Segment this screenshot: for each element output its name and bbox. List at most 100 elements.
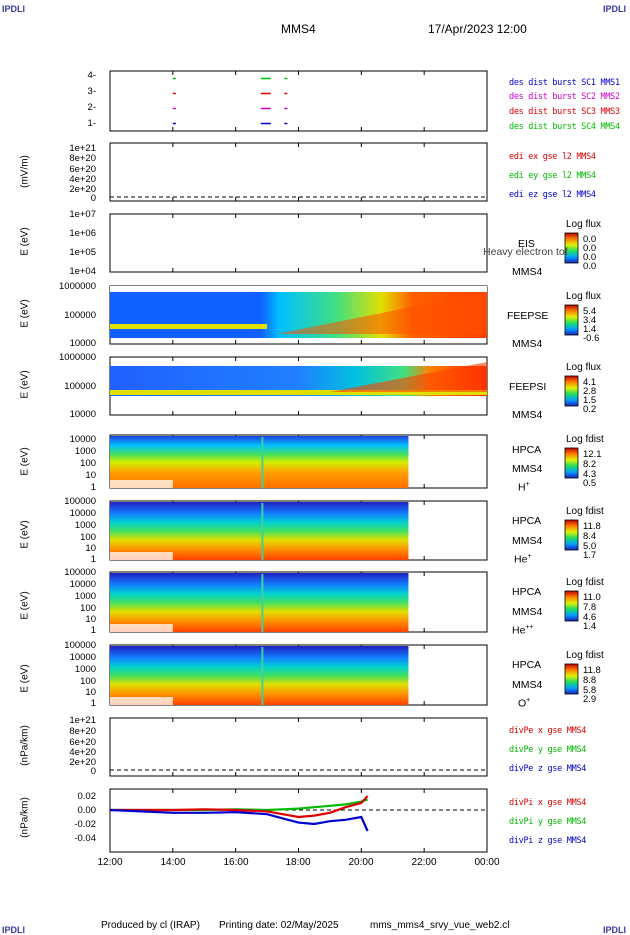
panel-frame [109,717,488,777]
spectrogram-feature [276,292,487,334]
y-tick: 10000 [69,338,96,349]
spectrogram-band [110,324,268,329]
spacecraft-label: MMS4 [512,463,543,475]
y-tick: 0 [90,766,96,777]
y-tick: 3- [87,86,96,97]
y-tick: 2e+20 [69,184,96,195]
colorbar-tick: 4.3 [583,469,597,480]
spectrogram-band [110,390,487,395]
colorbar-tick: 1.4 [583,324,597,335]
series-line [110,795,369,819]
footer-produced: Produced by cl (IRAP) [101,920,200,931]
spectrogram-hpca [110,646,409,705]
corner-label-bottom-right: IPDLI [602,925,626,935]
x-tick: 00:00 [474,857,500,868]
legend-entry-divpe-x: divPe x gse MMS4 [509,726,587,736]
y-tick: 1 [90,554,96,565]
y-tick: 1- [87,118,96,129]
colorbar-title: Log fdist [566,577,604,588]
spacecraft-label: MMS4 [512,266,543,278]
y-tick: 1e+04 [69,266,96,277]
x-tick: 22:00 [411,857,437,868]
species-label: He+ [514,553,532,566]
colorbar-tick: 1.7 [583,550,597,561]
colorbar-title: Log fdist [566,506,604,517]
y-tick: 1000 [74,664,96,675]
y-tick: 100000 [64,381,96,392]
species-name: O [518,697,527,710]
panel-frame [109,142,488,202]
instrument-label: EIS [518,238,535,250]
colorbar-tick: 11.8 [583,665,601,676]
page-title: MMS4 [281,22,316,36]
y-tick: 100 [80,603,96,614]
colorbar-title: Log fdist [566,434,604,445]
instrument-label: FEEPSI [509,381,547,393]
y-tick: 1e+05 [69,247,96,258]
species-name: H [518,481,526,494]
y-tick: 1e+06 [69,228,96,239]
colorbar-tick: 0.2 [583,404,597,415]
y-tick: 1000 [74,591,96,602]
datetime-label: 17/Apr/2023 12:00 [428,22,527,36]
y-tick: 10000 [69,409,96,420]
colorbar-tick: 8.4 [583,531,597,542]
legend-entry-mms3: des dist burst SC3 MMS3 [509,107,620,117]
y-tick: 1000000 [59,352,96,363]
colorbar-tick: 0.0 [583,261,597,272]
instrument-label: HPCA [512,444,542,456]
colorbar-tick: 0.5 [583,478,597,489]
spectrogram-hpca [110,573,409,632]
x-tick: 20:00 [348,857,374,868]
panel-frame [109,788,488,853]
instrument-label: HPCA [512,659,542,671]
legend-entry-divpe-z: divPe z gse MMS4 [509,764,587,774]
y-tick: 100 [80,532,96,543]
y-tick: 4e+20 [69,174,96,185]
legend-entry-divpi-x: divPi x gse MMS4 [509,798,587,808]
y-tick: -0.02 [74,819,96,830]
y-tick: 1000 [74,520,96,531]
footer-filename: mms_mms4_srvy_vue_web2.cl [370,920,510,931]
y-tick: 0 [90,193,96,204]
y-tick: 10000 [69,434,96,445]
y-tick: 10 [85,687,96,698]
spacecraft-label: MMS4 [512,338,543,350]
y-tick: 1e+21 [69,143,96,154]
spacecraft-label: MMS4 [512,409,543,421]
y-tick: 10000 [69,508,96,519]
y-tick: 1e+07 [69,209,96,220]
corner-label-top-right: IPDLI [602,4,626,14]
species-charge: ++ [525,624,534,631]
y-tick: 1 [90,482,96,493]
spectrogram-gap [110,697,173,705]
colorbar-title: Log fdist [566,650,604,661]
colorbar-tick: 4.1 [583,377,597,388]
panel-frame [109,70,488,132]
species-name: He [514,553,528,566]
y-tick: 100000 [64,567,96,578]
legend-entry-mms1: des dist burst SC1 MMS1 [509,78,620,88]
y-tick: 4e+20 [69,747,96,758]
colorbar-tick: 0.0 [583,252,597,263]
y-tick: 1000000 [59,281,96,292]
corner-label-top-left: IPDLI [2,4,26,14]
y-tick: 1e+21 [69,715,96,726]
species-charge: + [527,553,532,560]
y-tick: 2e+20 [69,757,96,768]
series-line [110,798,368,812]
legend-entry-edi-y: edi ey gse l2 MMS4 [509,171,596,181]
spectrogram-gap [110,624,173,632]
y-tick: 100000 [64,496,96,507]
species-charge: + [525,481,530,488]
legend-entry-mms4: des dist burst SC4 MMS4 [509,122,620,132]
colorbar [564,663,579,695]
spectrogram-hpca [110,436,409,488]
colorbar-tick: 5.4 [583,306,597,317]
spectrogram-hpca [110,502,409,560]
species-label: O+ [518,697,530,710]
colorbar [564,447,579,479]
species-name: He [512,624,526,637]
y-tick: 100000 [64,640,96,651]
